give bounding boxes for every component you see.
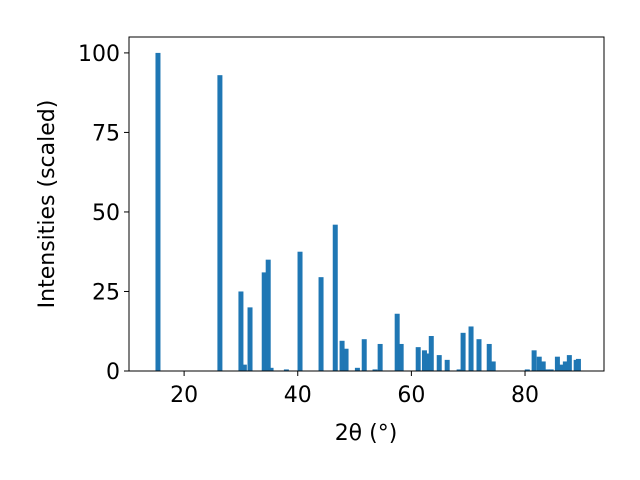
- bar: [540, 361, 546, 371]
- bar: [554, 356, 560, 371]
- x-tick-label: 80: [511, 383, 539, 408]
- y-tick-label: 0: [106, 360, 120, 385]
- y-tick-label: 100: [78, 42, 120, 67]
- bar: [361, 339, 367, 371]
- x-tick-label: 20: [170, 383, 198, 408]
- bar: [354, 367, 360, 371]
- bar: [238, 291, 244, 371]
- bar: [468, 326, 474, 371]
- bar: [544, 369, 550, 371]
- bar: [524, 369, 530, 371]
- bar: [318, 277, 324, 371]
- x-tick-label: 60: [397, 383, 425, 408]
- bar: [398, 343, 404, 371]
- bar: [265, 259, 271, 371]
- bar: [558, 364, 564, 371]
- bar: [548, 369, 554, 371]
- bar: [562, 361, 568, 371]
- bar: [460, 332, 466, 371]
- bar: [456, 369, 462, 371]
- bar: [339, 340, 345, 371]
- x-tick-label: 40: [284, 383, 312, 408]
- bar: [283, 369, 289, 371]
- bar: [372, 369, 378, 371]
- bar: [566, 355, 572, 371]
- bar: [247, 307, 253, 371]
- bar: [261, 272, 267, 371]
- bar: [486, 343, 492, 371]
- bar: [476, 339, 482, 371]
- bar: [536, 356, 542, 371]
- bar: [490, 361, 496, 371]
- y-tick-label: 50: [92, 201, 120, 226]
- bar: [297, 251, 303, 371]
- bar: [421, 350, 427, 371]
- bar: [217, 75, 223, 372]
- y-axis-label: Intensities (scaled): [35, 100, 60, 309]
- bar: [241, 364, 247, 371]
- bar: [394, 313, 400, 371]
- bar: [425, 353, 431, 371]
- bar: [415, 347, 421, 371]
- x-axis-label: 2θ (°): [335, 421, 398, 446]
- bar: [377, 343, 383, 371]
- bar: [444, 359, 450, 371]
- bar: [155, 52, 161, 372]
- plot-frame: [128, 36, 605, 372]
- bar: [531, 350, 537, 371]
- bar: [343, 348, 349, 371]
- y-tick-label: 25: [92, 280, 120, 305]
- bar: [428, 336, 434, 371]
- y-tick-label: 75: [92, 121, 120, 146]
- bar: [575, 358, 581, 371]
- bar: [436, 355, 442, 371]
- bar: [268, 367, 274, 371]
- bar: [332, 224, 338, 371]
